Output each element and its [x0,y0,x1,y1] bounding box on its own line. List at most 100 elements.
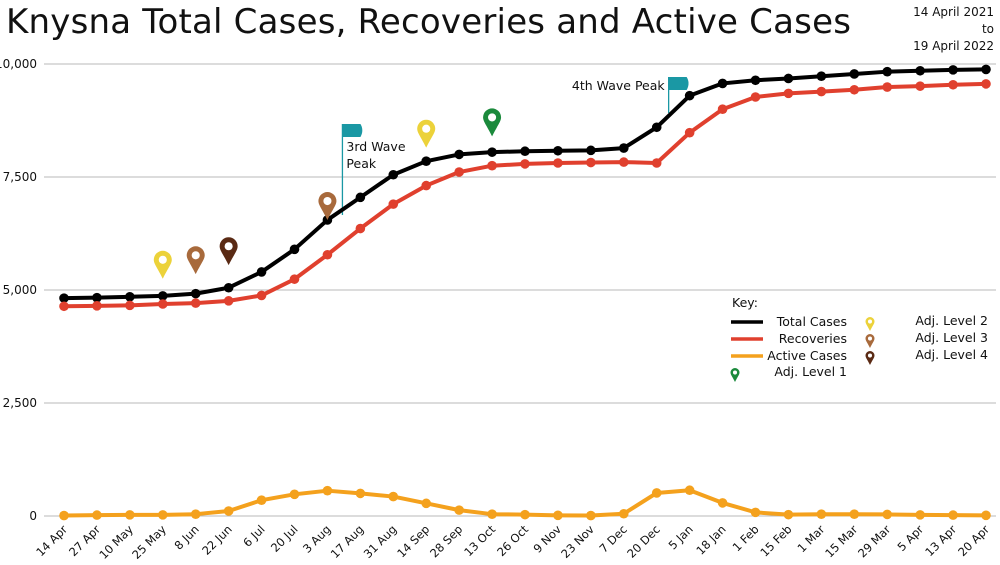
data-point [157,291,168,301]
data-point [816,71,827,82]
legend-pin-icon [730,368,740,382]
data-point [92,301,102,311]
legend-pin-icon [865,317,875,331]
pin-hole [732,370,738,375]
x-tick-label: 17 Aug [328,522,367,561]
data-point [750,92,761,102]
legend-label: Adj. Level 2 [915,313,988,328]
x-tick-label: 31 Aug [361,522,400,561]
legend-label: Active Cases [767,348,847,363]
level-marker-adj-level-4 [219,237,238,266]
x-tick-label: 13 Apr [922,522,959,559]
level-marker-adj-level-3 [186,246,205,275]
x-tick-label: 5 Jan [666,522,696,552]
y-tick-label: 5,000 [3,283,37,297]
x-tick-label: 23 Nov [558,522,597,561]
data-point [92,510,102,520]
data-point [981,79,991,89]
data-point [750,75,761,86]
data-point [256,290,267,301]
x-tick-label: 22 Jun [199,522,235,558]
x-tick-label: 13 Oct [461,522,498,559]
data-point [618,143,629,153]
data-point [454,505,464,515]
x-tick-label: 29 Mar [855,522,893,560]
pin-hole [191,251,200,260]
annotation-line: Peak [346,156,376,171]
data-point [882,509,893,520]
map-pin-icon [417,119,436,148]
y-tick-label: 0 [29,509,37,523]
data-point [256,267,267,277]
legend-label: Total Cases [776,314,847,329]
data-point [421,180,432,191]
data-point [520,146,530,157]
data-point [586,510,596,521]
data-point [849,69,860,79]
data-point [487,509,497,519]
data-point [125,291,135,302]
data-point [256,495,267,505]
gridlines [44,63,996,517]
data-point [849,509,860,519]
data-point [816,86,827,97]
data-point [520,159,530,169]
series-active-cases [59,485,991,521]
date-range-from: 14 April 2021 [913,5,994,19]
data-point [948,65,958,75]
map-pin-icon [219,237,238,266]
data-point [618,508,629,519]
data-point [915,510,925,520]
data-point [618,157,629,167]
map-pin-icon [865,317,875,331]
x-tick-label: 20 Dec [624,522,663,561]
data-point [783,509,794,520]
map-pin-icon [318,192,337,220]
x-tick-label: 15 Mar [822,522,860,560]
legend-pin-icon [865,351,875,365]
pin-hole [867,353,873,358]
data-point [915,81,925,91]
x-tick-label: 15 Feb [757,522,794,559]
series-recoveries [59,79,991,312]
legend-pin-icon [865,334,875,348]
x-tick-label: 14 Sep [394,522,432,560]
data-point [520,509,530,520]
data-point [684,90,695,101]
data-point [948,79,958,90]
pin-hole [488,113,497,122]
date-range-to-word: to [981,22,994,36]
series-total-cases [59,64,991,303]
wave-annotations: 3rd Wave Peak 4th Wave Peak [341,77,689,215]
pin-hole [867,319,873,324]
series-line [62,81,988,309]
data-point [684,127,695,138]
data-point [586,157,596,168]
data-point [981,510,991,521]
x-tick-label: 28 Sep [427,522,465,560]
data-point [882,82,893,92]
data-point [190,288,201,299]
flag-icon-3rd-wave [342,124,363,137]
data-point [586,145,596,156]
annotation-line: 3rd Wave [346,139,405,154]
x-tick-label: 26 Oct [494,522,531,559]
x-tick-label: 25 May [129,522,169,562]
data-point [223,282,234,293]
date-range: 14 April 2021 to 19 April 2022 [913,4,994,55]
level-marker-adj-level-1 [483,108,502,137]
data-point [388,491,399,502]
data-point [59,301,69,312]
legend-label: Adj. Level 3 [915,330,988,345]
data-point [915,65,925,76]
map-pin-icon [865,351,875,365]
data-point [981,64,991,75]
data-point [717,78,728,89]
data-point [157,299,168,309]
y-axis-ticks: 0 2,500 5,000 7,500 10,000 [0,57,37,523]
pin-hole [158,255,167,264]
level-marker-adj-level-2 [153,250,172,279]
